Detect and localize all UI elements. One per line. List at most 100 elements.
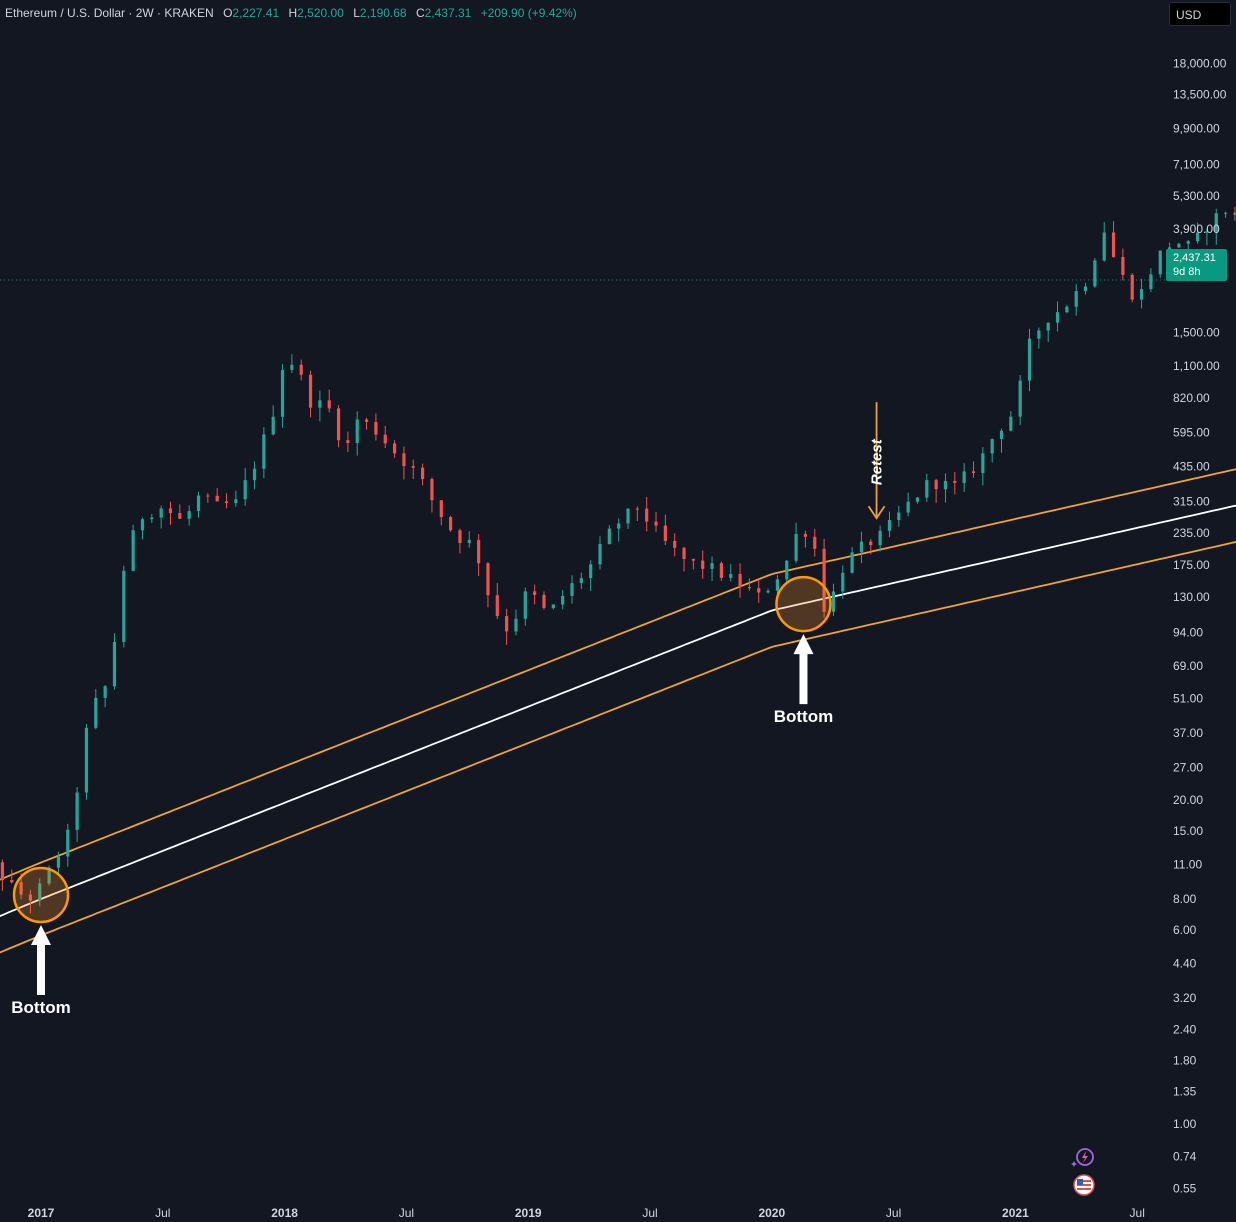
price-tick-label: 51.00 — [1173, 691, 1203, 705]
price-tick-label: 820.00 — [1173, 391, 1210, 405]
candle-body — [495, 595, 499, 617]
retest-arrow-head — [867, 505, 886, 520]
low-value: 2,190.68 — [359, 6, 407, 20]
candle-body — [533, 591, 537, 595]
time-tick-label: 2021 — [1002, 1206, 1029, 1220]
candle-body — [477, 539, 481, 564]
candle-body — [402, 453, 406, 467]
bottom-highlight-circle — [775, 575, 832, 633]
candle-body — [505, 616, 509, 632]
time-tick-label: 2019 — [515, 1206, 542, 1220]
candle-body — [831, 591, 836, 612]
price-tick-label: 94.00 — [1173, 625, 1203, 639]
candle-body — [1167, 247, 1172, 251]
candle-body — [486, 563, 490, 596]
price-tick-label: 1,500.00 — [1173, 326, 1220, 340]
candle-body — [411, 466, 415, 468]
price-tick-label: 435.00 — [1173, 459, 1210, 473]
candle-body — [785, 560, 789, 580]
candle-body — [28, 894, 33, 901]
candle-body — [467, 539, 471, 543]
high-label: H — [288, 6, 298, 20]
candle-body — [1214, 213, 1218, 232]
change-value: +209.90 (+9.42%) — [480, 6, 577, 20]
price-axis[interactable]: 18,000.00 13,500.00 9,900.00 7,100.00 5,300.… — [1173, 57, 1227, 1196]
candle-body — [841, 572, 845, 592]
candle-body — [570, 583, 574, 596]
candle-body — [915, 497, 920, 502]
candle-body — [943, 480, 948, 490]
time-tick-label: Jul — [155, 1206, 170, 1220]
bottom-label: Bottom — [774, 707, 833, 726]
price-tick-label: 7,100.00 — [1173, 157, 1220, 171]
candle-body — [1055, 312, 1060, 323]
annotation-marks: BottomBottomBottomRetestRetest — [11, 402, 886, 1017]
candle-body — [850, 552, 854, 573]
price-tick-label: 9,900.00 — [1173, 121, 1220, 135]
price-tick-label: 2.40 — [1173, 1022, 1197, 1036]
candle-body — [168, 508, 173, 514]
bottom-label: Bottom — [11, 998, 70, 1017]
candle-body — [775, 579, 780, 591]
time-tick-label: Jul — [1130, 1206, 1145, 1220]
candle-body — [420, 467, 425, 480]
price-tick-label: 5,300.00 — [1173, 189, 1220, 203]
price-tick-label: 0.74 — [1173, 1150, 1197, 1164]
lower-band-line — [0, 541, 1236, 954]
candle-body — [66, 829, 70, 857]
candle-body — [374, 421, 378, 435]
candle-body — [635, 508, 639, 510]
price-tick-label: 595.00 — [1173, 426, 1210, 440]
last-price-tag: 2,437.31 9d 8h — [1166, 249, 1227, 281]
bottom-highlight-circle — [12, 866, 70, 924]
time-tick-label: 2017 — [28, 1206, 55, 1220]
candle-body — [1027, 338, 1032, 381]
candle-body — [10, 879, 14, 883]
candle-body — [607, 528, 611, 545]
candle-body — [645, 508, 649, 522]
us-flag-icon[interactable] — [1072, 1173, 1096, 1197]
lightning-sparkle-icon[interactable] — [1070, 1146, 1096, 1170]
price-tick-label: 0.55 — [1173, 1182, 1197, 1196]
candle-body — [701, 560, 705, 569]
candle-body — [682, 547, 686, 559]
candle-body — [934, 480, 938, 490]
candle-body — [308, 374, 313, 408]
price-tick-label: 315.00 — [1173, 494, 1210, 508]
candle-body — [822, 548, 826, 612]
candle-body — [691, 558, 695, 561]
time-axis[interactable]: 2017Jul2018Jul2019Jul2020Jul2021Jul2022J… — [28, 1206, 1236, 1220]
candle-body — [94, 697, 98, 728]
candle-body — [364, 419, 369, 422]
candle-body — [458, 530, 462, 543]
candle-body — [673, 540, 677, 548]
price-tick-label: 235.00 — [1173, 526, 1210, 540]
regression-bands — [0, 279, 1236, 954]
price-tick-label: 1,100.00 — [1173, 359, 1220, 373]
candle-body — [729, 574, 733, 578]
candle-body — [234, 499, 238, 504]
candle-body — [887, 520, 892, 531]
candle-body — [654, 521, 658, 526]
candle-body — [897, 512, 901, 521]
candle-body — [224, 501, 229, 504]
candles — [0, 206, 1236, 914]
candle-body — [589, 564, 593, 579]
candle-body — [392, 443, 397, 454]
price-tick-label: 3.20 — [1173, 991, 1197, 1005]
candle-body — [514, 618, 518, 632]
candle-body — [439, 500, 443, 518]
candle-body — [1074, 291, 1078, 307]
high-value: 2,520.00 — [297, 6, 344, 20]
candle-body — [140, 519, 145, 531]
candle-body — [766, 590, 770, 593]
candle-body — [430, 479, 434, 501]
time-tick-label: 2020 — [758, 1206, 785, 1220]
candle-body — [159, 508, 163, 518]
candle-body — [1233, 212, 1236, 215]
candle-body — [318, 400, 322, 408]
close-value: 2,437.31 — [424, 6, 472, 20]
candle-body — [1121, 256, 1125, 275]
currency-button[interactable]: USD — [1169, 2, 1231, 26]
